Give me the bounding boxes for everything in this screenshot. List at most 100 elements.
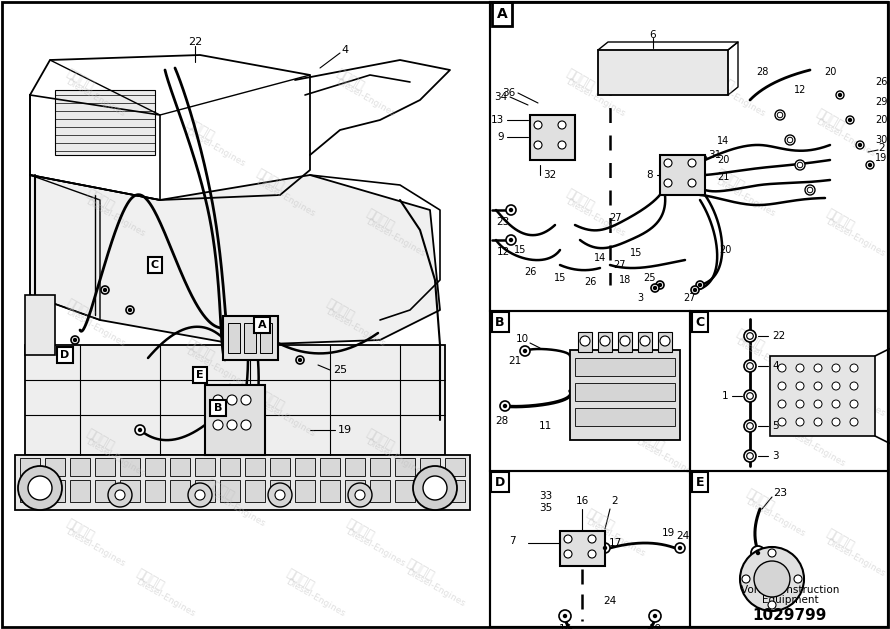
- Text: 聚发动力: 聚发动力: [824, 527, 856, 553]
- Text: Diesel-Engines: Diesel-Engines: [324, 308, 386, 348]
- Bar: [690, 311, 888, 471]
- Circle shape: [794, 575, 802, 583]
- Text: 聚发动力: 聚发动力: [584, 507, 616, 533]
- Bar: [658, 332, 672, 352]
- Text: 聚发动力: 聚发动力: [704, 67, 736, 93]
- Text: 26: 26: [875, 77, 887, 87]
- Bar: [570, 350, 680, 440]
- Circle shape: [504, 404, 506, 408]
- Circle shape: [777, 112, 782, 118]
- Bar: [660, 155, 705, 195]
- Bar: [20, 458, 40, 476]
- Text: 13: 13: [490, 115, 504, 125]
- Bar: [445, 480, 465, 502]
- Text: Diesel-Engines: Diesel-Engines: [364, 437, 426, 479]
- Bar: [270, 480, 290, 502]
- Bar: [420, 480, 440, 502]
- Text: 20: 20: [719, 245, 732, 255]
- Bar: [70, 480, 90, 502]
- Bar: [55, 90, 155, 155]
- Text: Diesel-Engines: Diesel-Engines: [183, 127, 247, 169]
- Text: 聚发动力: 聚发动力: [324, 297, 356, 323]
- Text: 聚发动力: 聚发动力: [204, 477, 236, 503]
- Circle shape: [848, 118, 852, 121]
- Circle shape: [846, 116, 854, 124]
- Text: 聚发动力: 聚发动力: [634, 427, 667, 453]
- Bar: [195, 480, 215, 502]
- Text: 7: 7: [509, 536, 515, 546]
- Text: 8: 8: [647, 170, 653, 180]
- Bar: [205, 385, 265, 455]
- Text: Diesel-Engines: Diesel-Engines: [563, 77, 627, 119]
- Circle shape: [534, 141, 542, 149]
- Bar: [618, 332, 632, 352]
- Text: Diesel-Engines: Diesel-Engines: [733, 337, 797, 379]
- Circle shape: [115, 490, 125, 500]
- Text: 聚发动力: 聚发动力: [344, 517, 376, 543]
- Text: C: C: [695, 316, 705, 328]
- Circle shape: [564, 550, 572, 558]
- Bar: [195, 458, 215, 476]
- Bar: [420, 458, 440, 476]
- Circle shape: [832, 418, 840, 426]
- Circle shape: [520, 346, 530, 356]
- Circle shape: [751, 546, 765, 560]
- Text: C: C: [151, 260, 159, 270]
- Bar: [575, 358, 675, 376]
- Circle shape: [795, 160, 805, 170]
- Text: 21: 21: [508, 356, 522, 366]
- Text: 22: 22: [772, 331, 785, 341]
- Text: B: B: [214, 403, 222, 413]
- Text: 19: 19: [338, 425, 352, 435]
- Circle shape: [580, 336, 590, 346]
- Circle shape: [18, 466, 62, 510]
- Text: B: B: [495, 316, 505, 328]
- Bar: [170, 480, 190, 502]
- Circle shape: [213, 395, 223, 405]
- Circle shape: [814, 418, 822, 426]
- Text: D: D: [61, 350, 69, 360]
- Text: Diesel-Engines: Diesel-Engines: [824, 537, 886, 579]
- Circle shape: [74, 338, 77, 342]
- Circle shape: [778, 400, 786, 408]
- Circle shape: [656, 281, 664, 289]
- Bar: [228, 323, 240, 353]
- Text: 31: 31: [708, 150, 722, 160]
- Circle shape: [213, 420, 223, 430]
- Text: 33: 33: [538, 491, 552, 501]
- Text: 23: 23: [773, 488, 787, 498]
- Text: 20: 20: [875, 115, 887, 125]
- Text: 2: 2: [878, 143, 885, 153]
- Circle shape: [869, 164, 871, 167]
- Circle shape: [747, 453, 753, 459]
- Circle shape: [600, 336, 610, 346]
- Bar: [320, 458, 340, 476]
- Text: 14: 14: [716, 136, 729, 146]
- Text: Diesel-Engines: Diesel-Engines: [584, 357, 646, 399]
- Circle shape: [600, 543, 610, 553]
- Bar: [244, 323, 256, 353]
- Text: Diesel-Engines: Diesel-Engines: [584, 518, 646, 559]
- Bar: [490, 471, 690, 627]
- Text: 20: 20: [716, 155, 729, 165]
- Text: 聚发动力: 聚发动力: [334, 67, 367, 93]
- Bar: [395, 458, 415, 476]
- Circle shape: [298, 359, 302, 362]
- Circle shape: [423, 476, 447, 500]
- Text: 3: 3: [772, 451, 779, 461]
- Text: 29: 29: [875, 97, 887, 107]
- Text: 36: 36: [502, 88, 515, 98]
- Circle shape: [859, 143, 862, 147]
- Text: 32: 32: [543, 170, 556, 180]
- Circle shape: [523, 350, 527, 352]
- Text: 聚发动力: 聚发动力: [183, 337, 216, 363]
- Circle shape: [506, 235, 516, 245]
- Text: 24: 24: [676, 531, 690, 541]
- Text: Diesel-Engines: Diesel-Engines: [284, 577, 346, 619]
- Circle shape: [103, 289, 107, 291]
- Bar: [170, 458, 190, 476]
- Text: 15: 15: [554, 273, 566, 283]
- Text: 23: 23: [497, 217, 510, 227]
- Circle shape: [620, 336, 630, 346]
- Circle shape: [275, 490, 285, 500]
